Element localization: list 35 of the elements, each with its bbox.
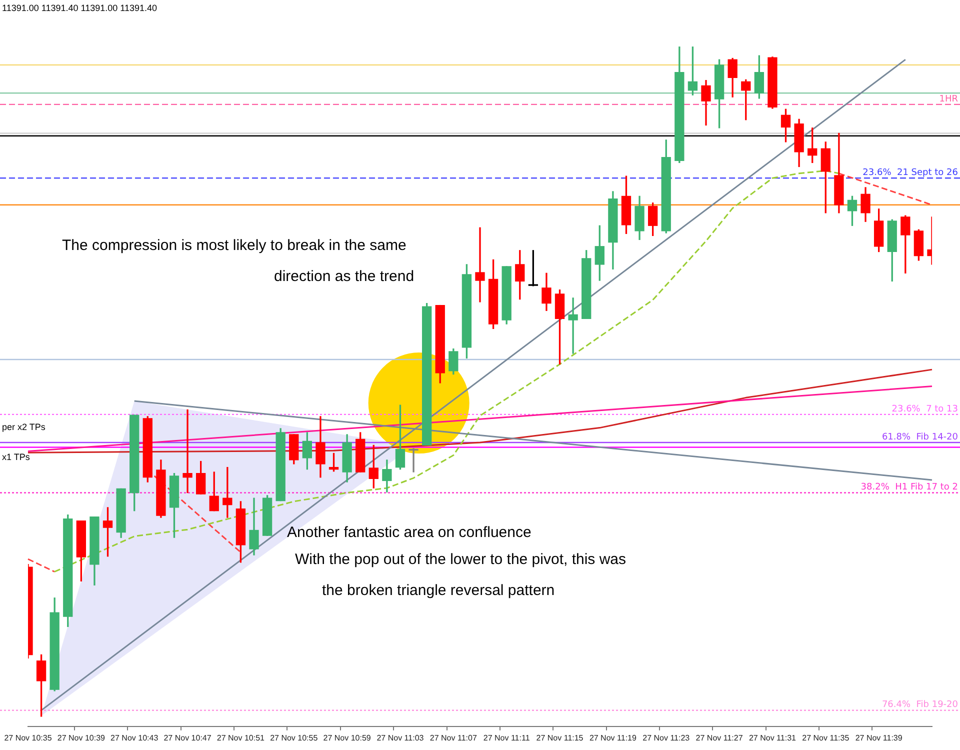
annotation: the broken triangle reversal pattern bbox=[322, 582, 555, 599]
annotation: Another fantastic area on confluence bbox=[287, 524, 532, 541]
ref-line-label: 23.6% 7 to 13 bbox=[892, 404, 958, 414]
annotation: With the pop out of the lower to the pivot, this was bbox=[295, 551, 626, 568]
x-tick-label: 27 Nov 11:35 bbox=[802, 733, 850, 742]
x-tick-label: 27 Nov 10:39 bbox=[57, 733, 106, 742]
candlestick bbox=[475, 227, 485, 302]
x-tick-label: 27 Nov 11:19 bbox=[589, 733, 637, 742]
x-tick-label: 27 Nov 11:39 bbox=[855, 733, 903, 742]
candlestick bbox=[408, 448, 418, 472]
x-tick-label: 27 Nov 11:27 bbox=[696, 733, 744, 742]
x-tick-label: 27 Nov 11:07 bbox=[430, 733, 478, 742]
annotation: x1 TPs bbox=[2, 452, 30, 462]
x-tick-label: 27 Nov 11:23 bbox=[642, 733, 690, 742]
ref-line-label: 38.2% H1 Fib 17 to 2 bbox=[860, 482, 958, 493]
x-tick-label: 27 Nov 11:03 bbox=[376, 733, 424, 742]
candlestick bbox=[568, 298, 578, 354]
ref-line-label: 23.6% 21 Sept to 26 bbox=[862, 168, 958, 178]
annotation: direction as the trend bbox=[274, 268, 414, 285]
x-tick-label: 27 Nov 11:11 bbox=[483, 733, 530, 742]
annotation: The compression is most likely to break in the same bbox=[62, 237, 406, 254]
x-tick-label: 27 Nov 10:47 bbox=[164, 733, 212, 742]
x-tick-label: 27 Nov 10:43 bbox=[110, 733, 159, 742]
x-tick-label: 27 Nov 10:51 bbox=[216, 733, 266, 742]
candlestick bbox=[182, 409, 192, 494]
x-tick-label: 27 Nov 11:15 bbox=[536, 733, 584, 742]
ref-line-label: 61.8% Fib 14-20 bbox=[882, 432, 958, 442]
x-tick-label: 27 Nov 11:31 bbox=[748, 733, 797, 742]
text: 11391.00 11391.40 11391.00 11391.40 bbox=[2, 3, 157, 13]
x-tick-label: 27 Nov 10:55 bbox=[270, 733, 318, 742]
x-tick-label: 27 Nov 10:35 bbox=[4, 733, 52, 742]
ref-line-label: 1HR bbox=[939, 94, 958, 104]
ref-line-label: 76.4% Fib 19-20 bbox=[882, 700, 958, 710]
annotation: per x2 TPs bbox=[2, 422, 46, 432]
x-tick-label: 27 Nov 10:59 bbox=[323, 733, 372, 742]
